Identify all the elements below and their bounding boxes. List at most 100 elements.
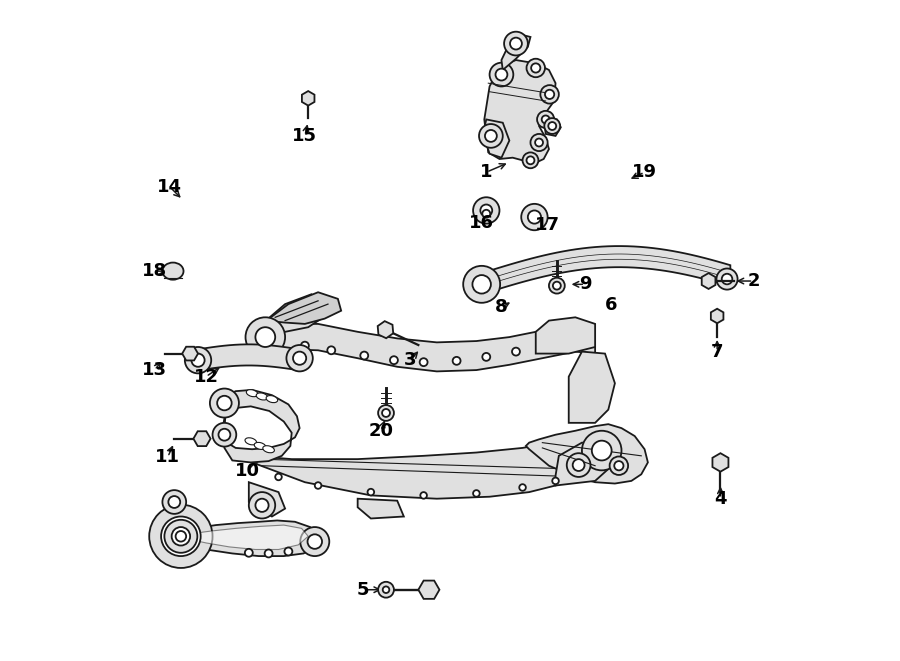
Circle shape <box>382 409 390 417</box>
Circle shape <box>217 396 231 410</box>
Circle shape <box>293 352 306 365</box>
Circle shape <box>614 461 624 471</box>
Circle shape <box>510 38 522 50</box>
Polygon shape <box>711 309 724 323</box>
Text: 18: 18 <box>142 262 167 280</box>
Circle shape <box>536 139 543 147</box>
Circle shape <box>482 353 491 361</box>
Circle shape <box>512 348 520 356</box>
Circle shape <box>545 90 554 99</box>
Ellipse shape <box>254 442 266 449</box>
Text: 19: 19 <box>632 163 657 181</box>
Circle shape <box>582 431 622 471</box>
Text: 8: 8 <box>495 298 508 317</box>
Circle shape <box>328 346 335 354</box>
Polygon shape <box>544 120 561 136</box>
Circle shape <box>553 282 561 290</box>
Circle shape <box>308 534 322 549</box>
Circle shape <box>315 483 321 488</box>
Ellipse shape <box>245 438 256 445</box>
Text: 10: 10 <box>235 462 260 480</box>
Text: 14: 14 <box>158 178 182 196</box>
Polygon shape <box>194 431 211 446</box>
Circle shape <box>172 527 190 545</box>
Text: 20: 20 <box>368 422 393 440</box>
Circle shape <box>609 457 628 475</box>
Circle shape <box>301 527 329 556</box>
Circle shape <box>521 204 547 230</box>
Circle shape <box>526 157 535 165</box>
Circle shape <box>210 389 239 418</box>
Polygon shape <box>555 443 612 486</box>
Circle shape <box>540 85 559 104</box>
Polygon shape <box>302 91 314 106</box>
Circle shape <box>419 358 428 366</box>
Circle shape <box>464 266 500 303</box>
Text: 4: 4 <box>715 490 726 508</box>
Circle shape <box>265 549 273 557</box>
Circle shape <box>301 342 309 350</box>
Circle shape <box>284 547 292 555</box>
Text: 7: 7 <box>711 342 724 361</box>
Polygon shape <box>248 294 325 349</box>
Polygon shape <box>378 321 393 338</box>
Polygon shape <box>252 324 595 371</box>
Polygon shape <box>166 520 317 556</box>
Circle shape <box>549 278 565 293</box>
Polygon shape <box>480 246 730 295</box>
Circle shape <box>473 490 480 496</box>
Circle shape <box>378 405 394 421</box>
Circle shape <box>286 345 313 371</box>
Circle shape <box>542 116 550 124</box>
Text: 11: 11 <box>155 448 180 466</box>
Circle shape <box>553 478 559 485</box>
Circle shape <box>527 210 541 223</box>
Polygon shape <box>184 525 308 549</box>
Text: 6: 6 <box>606 296 618 315</box>
Circle shape <box>165 520 197 553</box>
Circle shape <box>531 63 540 73</box>
Polygon shape <box>569 352 615 423</box>
Text: 12: 12 <box>194 368 219 385</box>
Circle shape <box>248 492 275 518</box>
Ellipse shape <box>263 446 274 453</box>
Ellipse shape <box>247 389 258 397</box>
Circle shape <box>212 423 237 447</box>
Circle shape <box>504 32 527 56</box>
Circle shape <box>176 531 186 541</box>
Circle shape <box>256 498 268 512</box>
Circle shape <box>360 352 368 360</box>
Text: 9: 9 <box>579 276 591 293</box>
Circle shape <box>481 204 492 216</box>
Polygon shape <box>536 317 595 354</box>
Circle shape <box>184 347 212 373</box>
Circle shape <box>149 504 212 568</box>
Circle shape <box>544 118 560 134</box>
Circle shape <box>168 496 180 508</box>
Circle shape <box>473 197 500 223</box>
Circle shape <box>537 111 554 128</box>
Text: 5: 5 <box>356 581 369 599</box>
Polygon shape <box>165 500 184 538</box>
Polygon shape <box>357 498 404 518</box>
Circle shape <box>572 459 585 471</box>
Polygon shape <box>252 443 595 498</box>
Circle shape <box>526 59 545 77</box>
Circle shape <box>453 357 461 365</box>
Polygon shape <box>484 60 555 165</box>
Circle shape <box>567 453 590 477</box>
Polygon shape <box>501 35 530 70</box>
Text: 16: 16 <box>469 214 494 232</box>
Polygon shape <box>526 424 648 484</box>
Circle shape <box>245 549 253 557</box>
Polygon shape <box>222 390 300 463</box>
Polygon shape <box>418 580 439 599</box>
Circle shape <box>496 69 508 81</box>
Polygon shape <box>182 347 198 360</box>
Polygon shape <box>702 273 716 289</box>
Polygon shape <box>248 483 285 516</box>
Circle shape <box>275 474 282 481</box>
Text: 15: 15 <box>292 127 318 145</box>
Text: 17: 17 <box>535 216 560 234</box>
Circle shape <box>390 356 398 364</box>
